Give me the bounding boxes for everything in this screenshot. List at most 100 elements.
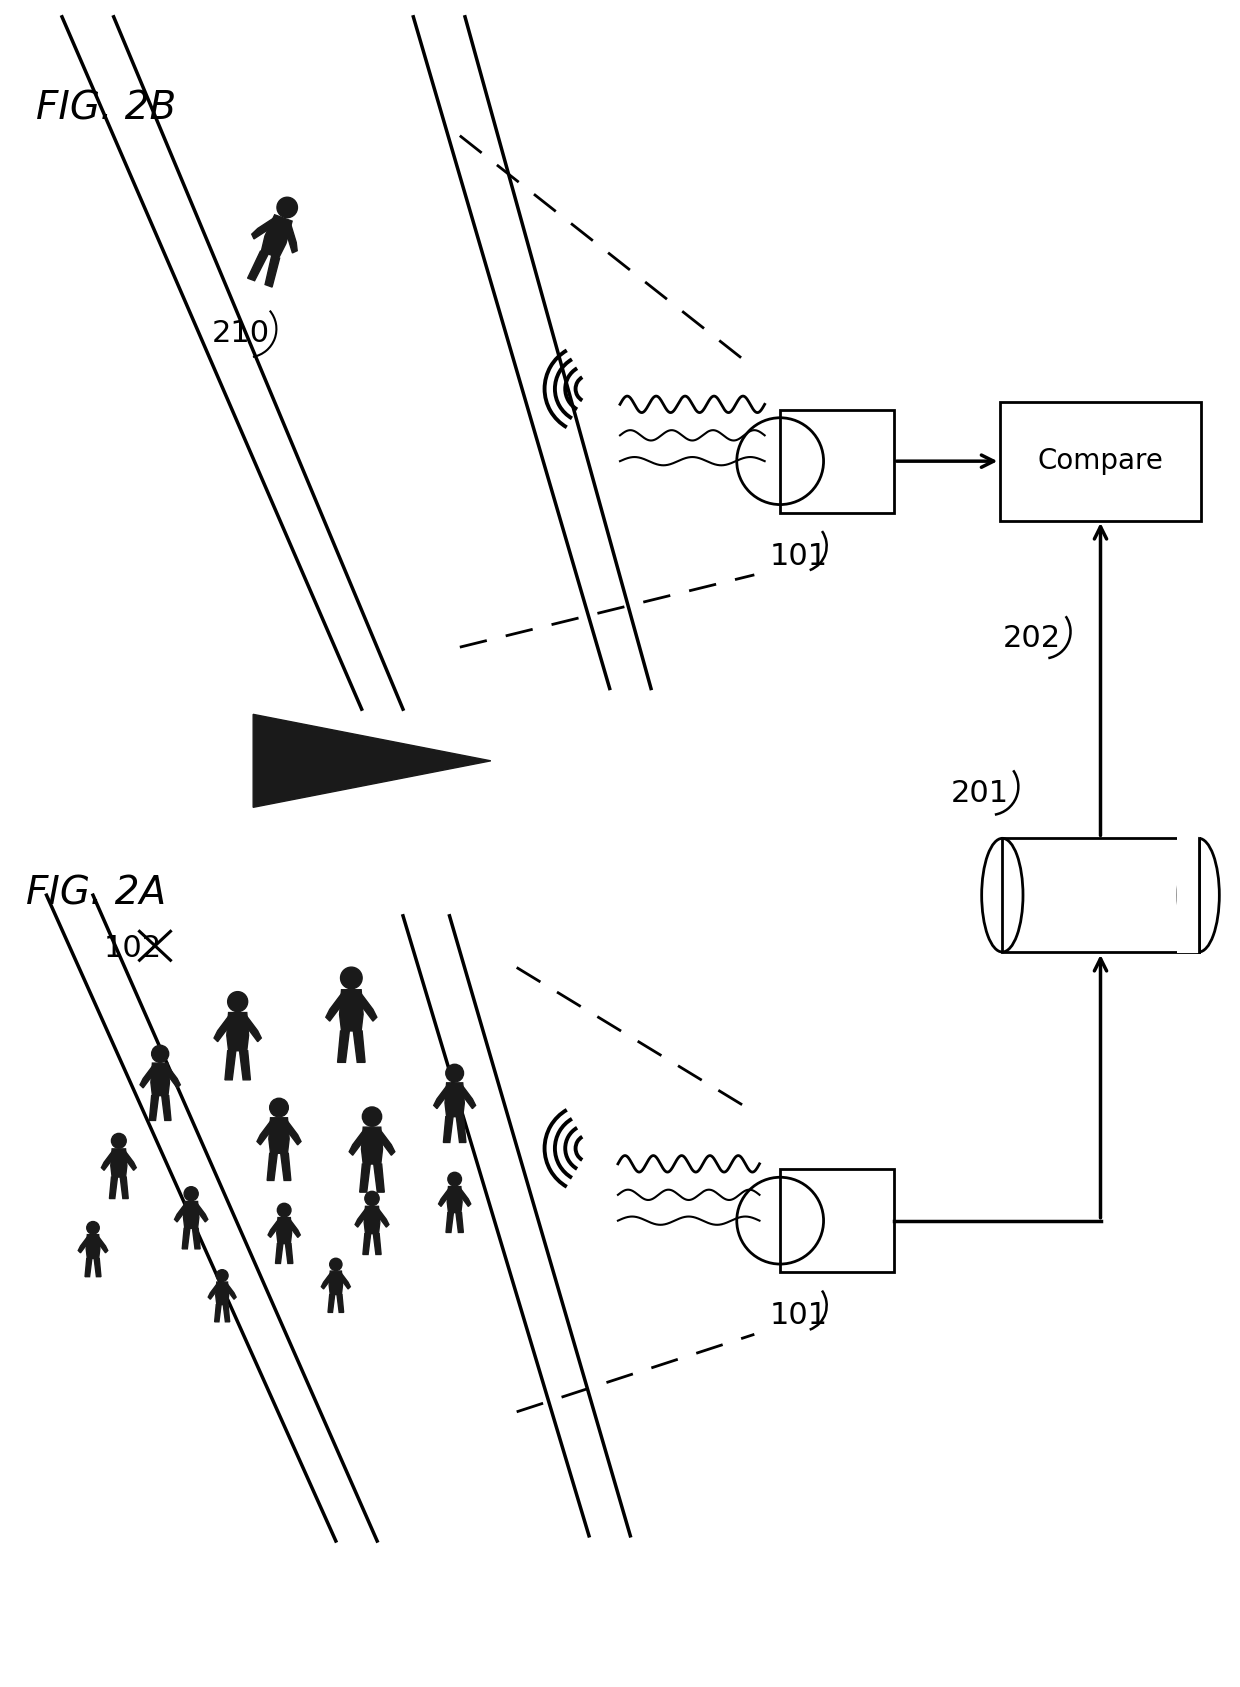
Polygon shape	[363, 1233, 371, 1255]
Polygon shape	[285, 1243, 293, 1264]
Polygon shape	[216, 1282, 228, 1304]
Polygon shape	[321, 1274, 330, 1289]
Polygon shape	[224, 1051, 236, 1080]
Polygon shape	[215, 1016, 228, 1041]
Polygon shape	[341, 1274, 351, 1289]
Polygon shape	[337, 1031, 350, 1063]
Circle shape	[277, 197, 298, 218]
Polygon shape	[262, 214, 293, 258]
Text: Compare: Compare	[1038, 447, 1163, 476]
Polygon shape	[125, 1152, 136, 1171]
Circle shape	[446, 1064, 464, 1081]
Polygon shape	[253, 714, 491, 808]
Polygon shape	[456, 1213, 464, 1233]
Polygon shape	[223, 1304, 229, 1323]
Text: 101: 101	[770, 542, 828, 570]
Circle shape	[216, 1270, 228, 1282]
Polygon shape	[448, 1186, 463, 1213]
Polygon shape	[110, 1149, 126, 1178]
Polygon shape	[140, 1066, 153, 1088]
Polygon shape	[463, 1086, 476, 1108]
Polygon shape	[353, 1031, 365, 1063]
Text: 101: 101	[770, 1301, 828, 1329]
Polygon shape	[248, 251, 268, 280]
Polygon shape	[280, 1154, 291, 1181]
Circle shape	[269, 1098, 289, 1117]
Polygon shape	[120, 1178, 128, 1198]
Circle shape	[365, 1191, 379, 1206]
Polygon shape	[275, 1243, 283, 1264]
Polygon shape	[78, 1237, 87, 1253]
Circle shape	[341, 967, 362, 989]
Polygon shape	[340, 990, 363, 1031]
Circle shape	[278, 1203, 291, 1216]
Polygon shape	[446, 1213, 454, 1233]
Polygon shape	[99, 1237, 108, 1253]
Polygon shape	[286, 224, 298, 253]
Bar	[1002, 838, 1199, 951]
Text: 201: 201	[951, 779, 1009, 808]
Polygon shape	[228, 1284, 236, 1299]
Polygon shape	[378, 1210, 389, 1226]
Polygon shape	[362, 1127, 382, 1164]
Polygon shape	[445, 1083, 464, 1117]
Polygon shape	[373, 1164, 384, 1193]
Polygon shape	[268, 1220, 278, 1237]
Polygon shape	[360, 1164, 371, 1193]
Polygon shape	[277, 1218, 291, 1243]
Polygon shape	[456, 1117, 466, 1142]
Circle shape	[362, 1107, 382, 1127]
Polygon shape	[149, 1095, 159, 1120]
Polygon shape	[461, 1189, 471, 1206]
Polygon shape	[329, 1294, 335, 1312]
Polygon shape	[252, 218, 273, 240]
Polygon shape	[175, 1205, 185, 1221]
Polygon shape	[197, 1205, 208, 1221]
Polygon shape	[288, 1122, 301, 1145]
Bar	[780, 410, 894, 513]
Polygon shape	[257, 1122, 270, 1145]
Polygon shape	[227, 1012, 248, 1051]
Polygon shape	[365, 1206, 379, 1233]
Polygon shape	[102, 1152, 112, 1171]
Polygon shape	[184, 1201, 198, 1228]
Polygon shape	[215, 1304, 221, 1323]
Text: FIG. 2A: FIG. 2A	[26, 874, 166, 913]
Polygon shape	[361, 994, 377, 1021]
Polygon shape	[87, 1235, 99, 1259]
Bar	[999, 402, 1202, 521]
Polygon shape	[265, 255, 280, 287]
Polygon shape	[86, 1259, 92, 1277]
Polygon shape	[269, 1118, 289, 1154]
Polygon shape	[267, 1154, 278, 1181]
Polygon shape	[444, 1117, 453, 1142]
Text: 202: 202	[1002, 624, 1060, 653]
Polygon shape	[381, 1130, 394, 1156]
Circle shape	[112, 1134, 126, 1149]
Polygon shape	[329, 1270, 342, 1294]
Polygon shape	[239, 1051, 250, 1080]
Circle shape	[330, 1259, 342, 1270]
Polygon shape	[355, 1210, 366, 1226]
Polygon shape	[434, 1086, 446, 1108]
Polygon shape	[326, 994, 341, 1021]
Polygon shape	[161, 1095, 171, 1120]
Bar	[780, 1169, 894, 1272]
Polygon shape	[290, 1220, 300, 1237]
Polygon shape	[192, 1228, 200, 1248]
Polygon shape	[151, 1063, 170, 1095]
Polygon shape	[167, 1066, 180, 1088]
Text: 102: 102	[103, 935, 161, 963]
Polygon shape	[350, 1130, 363, 1156]
Circle shape	[228, 992, 248, 1012]
Text: FIG. 2B: FIG. 2B	[36, 89, 176, 127]
Polygon shape	[94, 1259, 100, 1277]
Text: 210: 210	[212, 319, 270, 348]
Polygon shape	[439, 1189, 449, 1206]
Circle shape	[87, 1221, 99, 1235]
Circle shape	[151, 1046, 169, 1063]
Polygon shape	[208, 1284, 217, 1299]
Polygon shape	[373, 1233, 381, 1255]
Polygon shape	[337, 1294, 343, 1312]
Circle shape	[184, 1186, 198, 1201]
